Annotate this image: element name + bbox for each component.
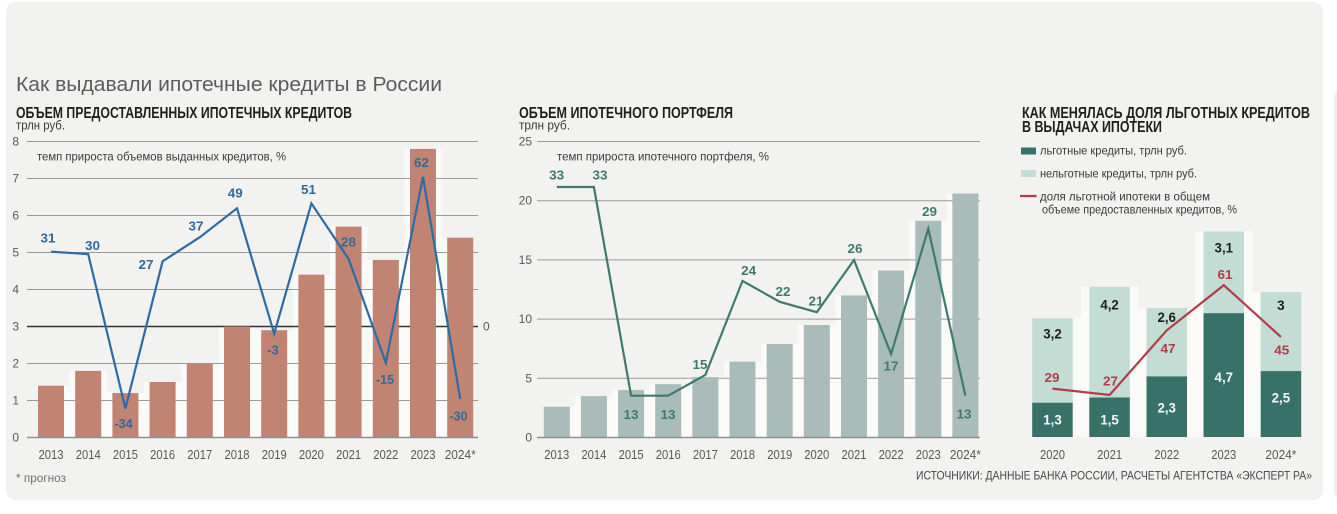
- svg-text:2,6: 2,6: [1157, 310, 1176, 325]
- svg-text:Как выдавали ипотечные кредиты: Как выдавали ипотечные кредиты в России: [16, 73, 442, 96]
- svg-text:льготные кредиты, трлн руб.: льготные кредиты, трлн руб.: [1040, 144, 1187, 158]
- svg-text:2,3: 2,3: [1157, 401, 1176, 416]
- svg-text:3: 3: [12, 320, 19, 334]
- svg-text:5: 5: [525, 371, 532, 385]
- svg-text:ОБЪЕМ ИПОТЕЧНОГО ПОРТФЕЛЯ: ОБЪЕМ ИПОТЕЧНОГО ПОРТФЕЛЯ: [519, 105, 733, 122]
- svg-text:29: 29: [1045, 370, 1060, 385]
- svg-text:2016: 2016: [150, 447, 175, 462]
- svg-text:15: 15: [519, 253, 533, 267]
- svg-text:2024*: 2024*: [1265, 447, 1296, 462]
- svg-text:2013: 2013: [39, 447, 64, 462]
- svg-text:2014: 2014: [76, 447, 101, 462]
- svg-text:2013: 2013: [544, 447, 569, 462]
- svg-text:2018: 2018: [225, 447, 250, 462]
- svg-text:2020: 2020: [299, 447, 324, 462]
- svg-text:2015: 2015: [619, 447, 644, 462]
- svg-text:51: 51: [301, 182, 316, 197]
- svg-text:* прогноз: * прогноз: [16, 473, 66, 485]
- svg-text:темп прироста объемов выданных: темп прироста объемов выданных кредитов,…: [37, 150, 286, 164]
- svg-text:2019: 2019: [262, 447, 287, 462]
- svg-text:2021: 2021: [842, 447, 867, 462]
- svg-text:-34: -34: [115, 416, 134, 431]
- svg-text:22: 22: [776, 284, 791, 299]
- svg-text:27: 27: [1103, 374, 1118, 389]
- svg-text:2023: 2023: [411, 447, 436, 462]
- svg-text:2021: 2021: [336, 447, 361, 462]
- svg-text:В ВЫДАЧАХ ИПОТЕКИ: В ВЫДАЧАХ ИПОТЕКИ: [1022, 119, 1162, 136]
- svg-text:4,2: 4,2: [1100, 298, 1119, 313]
- svg-text:2019: 2019: [767, 447, 792, 462]
- svg-text:ИСТОЧНИКИ: ДАННЫЕ БАНКА РОССИИ: ИСТОЧНИКИ: ДАННЫЕ БАНКА РОССИИ, РАСЧЕТЫ …: [916, 471, 1312, 483]
- svg-text:2022: 2022: [373, 447, 398, 462]
- svg-text:24: 24: [741, 263, 757, 278]
- svg-text:4: 4: [12, 283, 19, 297]
- svg-text:26: 26: [848, 241, 863, 256]
- svg-text:-15: -15: [376, 372, 394, 387]
- svg-text:2015: 2015: [113, 447, 138, 462]
- svg-text:2024*: 2024*: [950, 447, 981, 462]
- svg-text:0: 0: [483, 320, 490, 334]
- svg-text:2018: 2018: [730, 447, 755, 462]
- svg-text:7: 7: [12, 172, 19, 186]
- svg-text:0: 0: [525, 431, 532, 445]
- svg-text:3,1: 3,1: [1215, 241, 1234, 256]
- svg-text:1,5: 1,5: [1100, 413, 1119, 428]
- svg-text:21: 21: [809, 294, 824, 309]
- svg-text:61: 61: [1218, 267, 1233, 282]
- svg-text:2020: 2020: [804, 447, 829, 462]
- svg-text:2017: 2017: [693, 447, 718, 462]
- svg-text:-30: -30: [450, 409, 468, 424]
- svg-text:1,3: 1,3: [1043, 413, 1062, 428]
- svg-text:15: 15: [693, 357, 708, 372]
- svg-text:2020: 2020: [1040, 447, 1065, 462]
- svg-text:2021: 2021: [1097, 447, 1122, 462]
- svg-text:31: 31: [41, 231, 56, 246]
- svg-text:20: 20: [519, 194, 533, 208]
- svg-text:объеме предоставленных кредито: объеме предоставленных кредитов, %: [1042, 203, 1237, 217]
- svg-text:2017: 2017: [187, 447, 212, 462]
- svg-text:5: 5: [12, 246, 19, 260]
- svg-text:28: 28: [341, 235, 356, 250]
- svg-text:трлн руб.: трлн руб.: [519, 119, 570, 133]
- svg-text:2,5: 2,5: [1272, 391, 1291, 406]
- svg-text:3,2: 3,2: [1043, 327, 1062, 342]
- svg-text:доля льготной ипотеки в общем: доля льготной ипотеки в общем: [1040, 190, 1210, 204]
- svg-text:темп прироста ипотечного портф: темп прироста ипотечного портфеля, %: [557, 150, 769, 164]
- svg-text:2022: 2022: [879, 447, 904, 462]
- svg-text:10: 10: [519, 312, 533, 326]
- svg-text:трлн руб.: трлн руб.: [16, 119, 65, 133]
- svg-text:2023: 2023: [916, 447, 941, 462]
- svg-text:33: 33: [549, 167, 564, 182]
- svg-text:49: 49: [228, 185, 243, 200]
- svg-text:2: 2: [12, 357, 19, 371]
- svg-text:13: 13: [661, 407, 676, 422]
- svg-text:2023: 2023: [1211, 447, 1236, 462]
- svg-text:2024*: 2024*: [445, 447, 476, 462]
- svg-text:25: 25: [519, 135, 533, 149]
- svg-text:ОБЪЕМ ПРЕДОСТАВЛЕННЫХ ИПОТЕЧНЫ: ОБЪЕМ ПРЕДОСТАВЛЕННЫХ ИПОТЕЧНЫХ КРЕДИТОВ: [16, 105, 352, 122]
- svg-text:62: 62: [414, 155, 429, 170]
- svg-text:3: 3: [1277, 298, 1285, 313]
- svg-text:13: 13: [957, 407, 972, 422]
- svg-text:2022: 2022: [1154, 447, 1179, 462]
- svg-text:33: 33: [593, 167, 608, 182]
- svg-text:8: 8: [12, 135, 19, 149]
- svg-text:27: 27: [139, 257, 154, 272]
- svg-text:2014: 2014: [581, 447, 606, 462]
- svg-text:6: 6: [12, 209, 19, 223]
- svg-text:47: 47: [1161, 341, 1176, 356]
- svg-text:4,7: 4,7: [1215, 370, 1234, 385]
- svg-text:-3: -3: [267, 343, 279, 358]
- svg-text:13: 13: [624, 407, 639, 422]
- svg-text:КАК МЕНЯЛАСЬ ДОЛЯ ЛЬГОТНЫХ КРЕ: КАК МЕНЯЛАСЬ ДОЛЯ ЛЬГОТНЫХ КРЕДИТОВ: [1022, 105, 1310, 122]
- svg-text:30: 30: [85, 238, 100, 253]
- svg-text:29: 29: [922, 204, 937, 219]
- svg-text:37: 37: [189, 219, 204, 234]
- svg-text:17: 17: [884, 359, 899, 374]
- svg-text:2016: 2016: [656, 447, 681, 462]
- svg-text:0: 0: [12, 431, 19, 445]
- svg-text:нельготные кредиты, трлн руб.: нельготные кредиты, трлн руб.: [1040, 167, 1197, 181]
- svg-text:45: 45: [1274, 343, 1289, 358]
- svg-text:1: 1: [12, 394, 19, 408]
